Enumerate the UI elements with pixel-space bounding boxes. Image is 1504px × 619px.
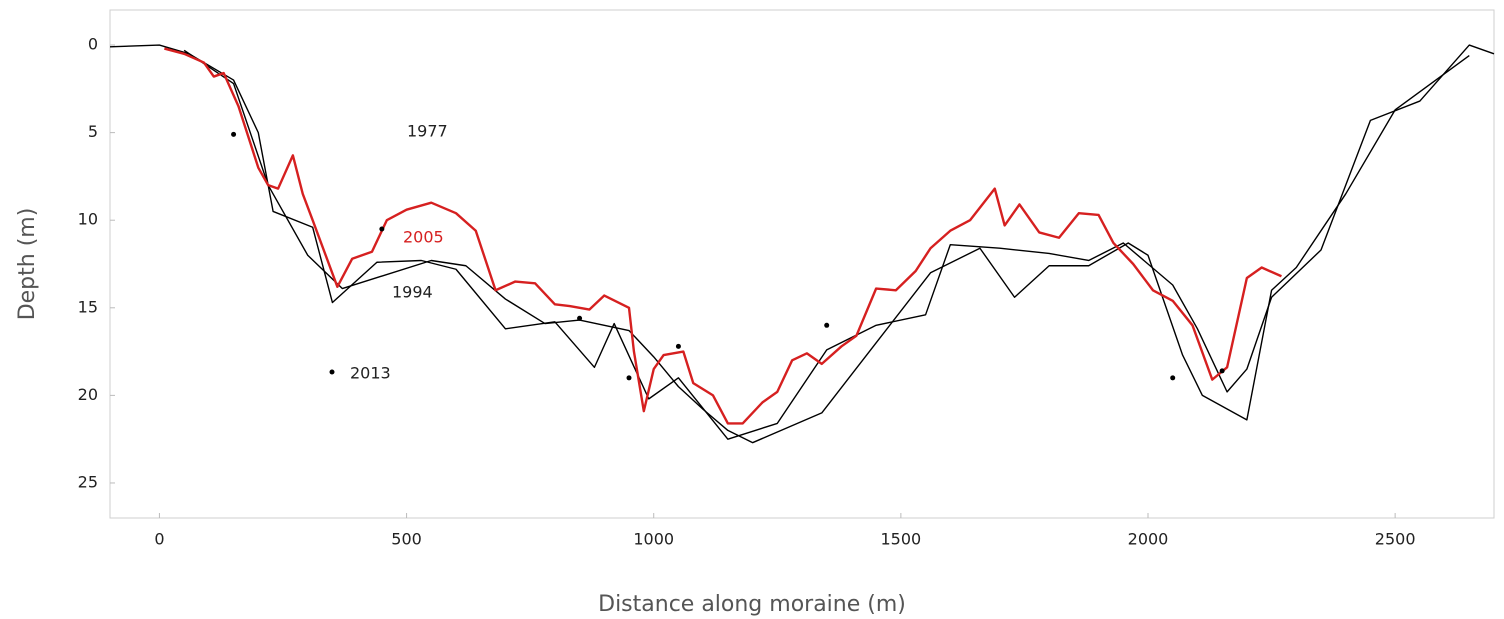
y-tick-label: 10 — [78, 210, 98, 229]
x-tick-label: 2000 — [1128, 530, 1169, 549]
data-point — [824, 322, 830, 328]
y-tick-label: 20 — [78, 385, 98, 404]
y-tick-label: 0 — [88, 35, 98, 54]
legend-marker — [329, 369, 335, 375]
x-tick-label: 500 — [391, 530, 422, 549]
x-tick-label: 1500 — [880, 530, 921, 549]
data-line — [164, 47, 1282, 425]
x-tick-label: 1000 — [633, 530, 674, 549]
series-label: 2005 — [403, 228, 444, 247]
data-line — [183, 49, 1470, 444]
y-tick-label: 5 — [88, 122, 98, 141]
plot-frame — [109, 9, 1495, 519]
x-tick-label: 2500 — [1375, 530, 1416, 549]
data-point — [1170, 375, 1176, 381]
y-axis-label: Depth (m) — [15, 208, 40, 321]
data-point — [231, 131, 237, 137]
series-label: 1977 — [407, 122, 448, 141]
data-point — [379, 226, 385, 232]
x-axis-label: Distance along moraine (m) — [598, 592, 906, 617]
data-point — [1219, 368, 1225, 374]
y-tick-label: 25 — [78, 472, 98, 491]
series-label: 1994 — [392, 283, 433, 302]
data-point — [675, 343, 681, 349]
x-tick-label: 0 — [154, 530, 164, 549]
data-point — [626, 375, 632, 381]
data-point — [577, 315, 583, 321]
series-label: 2013 — [350, 364, 391, 383]
data-line — [109, 44, 1495, 440]
y-tick-label: 15 — [78, 297, 98, 316]
